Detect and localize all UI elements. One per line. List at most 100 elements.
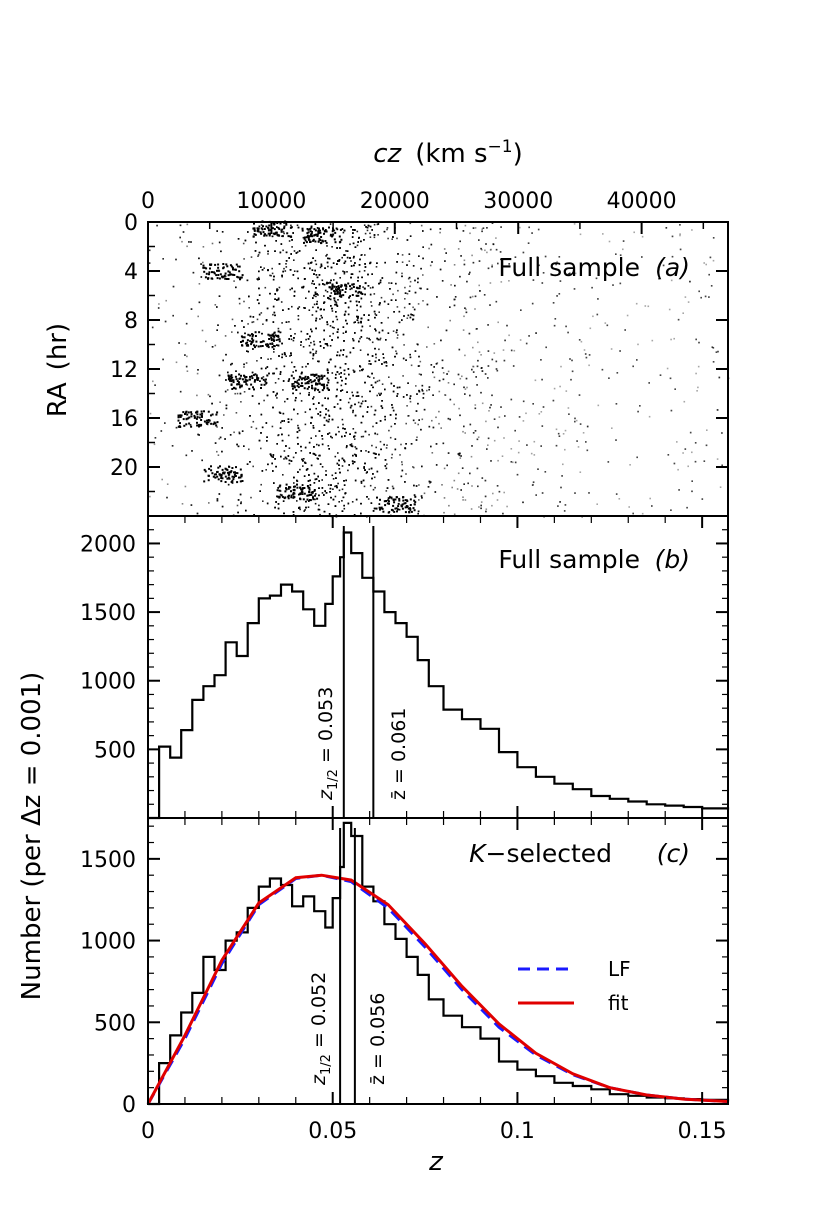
scatter-point: [321, 239, 324, 242]
scatter-point: [235, 466, 237, 469]
scatter-point: [316, 300, 318, 303]
scatter-point: [396, 261, 398, 263]
scatter-point: [342, 231, 345, 234]
scatter-point: [525, 342, 528, 345]
scatter-point: [673, 337, 675, 340]
scatter-point: [280, 421, 282, 424]
scatter-point: [291, 239, 293, 241]
scatter-point: [283, 497, 286, 500]
scatter-point: [398, 386, 401, 389]
scatter-point: [408, 415, 410, 417]
scatter-point: [252, 420, 255, 423]
scatter-point: [569, 272, 571, 275]
scatter-point: [365, 226, 367, 228]
scatter-point: [202, 266, 205, 269]
scatter-point: [385, 361, 387, 363]
scatter-point: [315, 327, 317, 330]
scatter-point: [347, 313, 350, 316]
scatter-point: [229, 264, 232, 267]
scatter-point: [323, 374, 326, 377]
scatter-point: [671, 255, 674, 258]
scatter-point: [474, 407, 477, 410]
scatter-point: [691, 490, 693, 493]
scatter-point: [420, 428, 422, 431]
scatter-point: [317, 232, 320, 235]
scatter-point: [378, 331, 381, 334]
scatter-point: [246, 463, 249, 465]
scatter-point: [360, 480, 363, 483]
scatter-point: [670, 509, 672, 511]
scatter-point: [612, 284, 614, 286]
scatter-point: [619, 350, 621, 352]
scatter-point: [395, 271, 398, 274]
scatter-point: [276, 489, 279, 492]
scatter-point: [555, 428, 558, 431]
scatter-point: [449, 418, 451, 421]
scatter-point: [567, 273, 570, 275]
scatter-point: [353, 370, 356, 373]
scatter-point: [273, 351, 275, 353]
scatter-point: [351, 445, 354, 448]
scatter-point: [309, 335, 311, 338]
scatter-point: [366, 337, 368, 339]
scatter-point: [555, 263, 557, 266]
scatter-point: [293, 366, 296, 368]
scatter-point: [225, 353, 227, 356]
scatter-point: [571, 359, 573, 362]
scatter-point: [354, 332, 356, 334]
scatter-point: [221, 477, 224, 480]
scatter-point: [401, 469, 404, 472]
scatter-point: [354, 246, 357, 248]
scatter-point: [188, 241, 190, 243]
scatter-point: [285, 483, 288, 486]
scatter-point: [485, 510, 487, 513]
scatter-point: [491, 358, 494, 361]
scatter-point: [251, 395, 254, 397]
scatter-point: [298, 250, 301, 252]
scatter-point: [422, 246, 424, 248]
scatter-point: [615, 253, 617, 255]
scatter-point: [676, 441, 678, 443]
scatter-point: [297, 307, 299, 310]
scatter-point: [301, 458, 303, 461]
scatter-point: [334, 300, 337, 303]
scatter-point: [481, 370, 484, 372]
scatter-point: [230, 377, 233, 379]
scatter-point: [465, 377, 468, 380]
scatter-point: [293, 250, 296, 252]
scatter-point: [238, 297, 241, 300]
scatter-point: [357, 280, 359, 282]
scatter-point: [637, 410, 639, 413]
scatter-point: [227, 278, 230, 280]
scatter-point: [712, 259, 715, 262]
scatter-point: [357, 315, 359, 318]
scatter-point: [568, 413, 570, 415]
scatter-point: [289, 486, 292, 489]
scatter-point: [495, 300, 498, 303]
scatter-point: [453, 383, 455, 386]
scatter-point: [339, 399, 342, 401]
scatter-point: [234, 268, 237, 271]
scatter-point: [721, 432, 723, 434]
scatter-point: [319, 266, 322, 269]
scatter-point: [363, 270, 366, 272]
scatter-point: [637, 343, 639, 346]
scatter-point: [336, 292, 339, 295]
scatter-point: [290, 335, 292, 337]
scatter-point: [289, 288, 291, 291]
scatter-point: [272, 305, 275, 308]
scatter-point: [314, 291, 317, 294]
scatter-point: [691, 490, 693, 493]
scatter-point: [375, 353, 377, 356]
scatter-point: [705, 444, 708, 447]
scatter-point: [403, 306, 406, 309]
scatter-point: [235, 263, 238, 266]
scatter-point: [342, 427, 344, 430]
scatter-point: [476, 438, 479, 441]
scatter-point: [263, 383, 266, 386]
scatter-point: [148, 262, 151, 264]
scatter-point: [695, 338, 697, 341]
scatter-point: [540, 445, 542, 447]
scatter-point: [375, 314, 378, 316]
scatter-point: [304, 509, 306, 511]
